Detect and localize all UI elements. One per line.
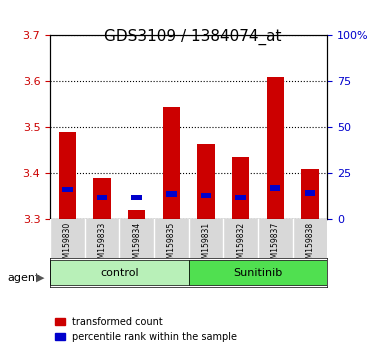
Bar: [197, 144, 215, 219]
Bar: [62, 187, 72, 192]
Text: GSM159835: GSM159835: [167, 222, 176, 268]
Text: control: control: [100, 268, 139, 278]
Bar: [305, 190, 315, 195]
Bar: [132, 195, 142, 200]
Text: GSM159831: GSM159831: [201, 222, 211, 268]
Bar: [301, 169, 318, 219]
Bar: [235, 195, 246, 200]
Text: GSM159838: GSM159838: [305, 222, 315, 268]
Bar: [166, 192, 176, 197]
Bar: [93, 178, 111, 219]
Bar: [266, 77, 284, 219]
Text: GSM159832: GSM159832: [236, 222, 245, 268]
Text: ▶: ▶: [36, 273, 45, 283]
Bar: [162, 107, 180, 219]
Text: GDS3109 / 1384074_at: GDS3109 / 1384074_at: [104, 28, 281, 45]
Bar: [201, 193, 211, 198]
Bar: [128, 210, 145, 219]
Text: GSM159837: GSM159837: [271, 222, 280, 268]
Text: Sunitinib: Sunitinib: [233, 268, 283, 278]
Bar: [97, 195, 107, 200]
Bar: [232, 157, 249, 219]
Legend: transformed count, percentile rank within the sample: transformed count, percentile rank withi…: [51, 313, 241, 346]
Text: GSM159830: GSM159830: [63, 222, 72, 268]
Text: GSM159833: GSM159833: [97, 222, 107, 268]
Text: GSM159834: GSM159834: [132, 222, 141, 268]
Bar: [59, 132, 76, 219]
Text: agent: agent: [8, 273, 40, 283]
Bar: [270, 185, 280, 191]
FancyBboxPatch shape: [50, 260, 189, 285]
FancyBboxPatch shape: [189, 260, 327, 285]
